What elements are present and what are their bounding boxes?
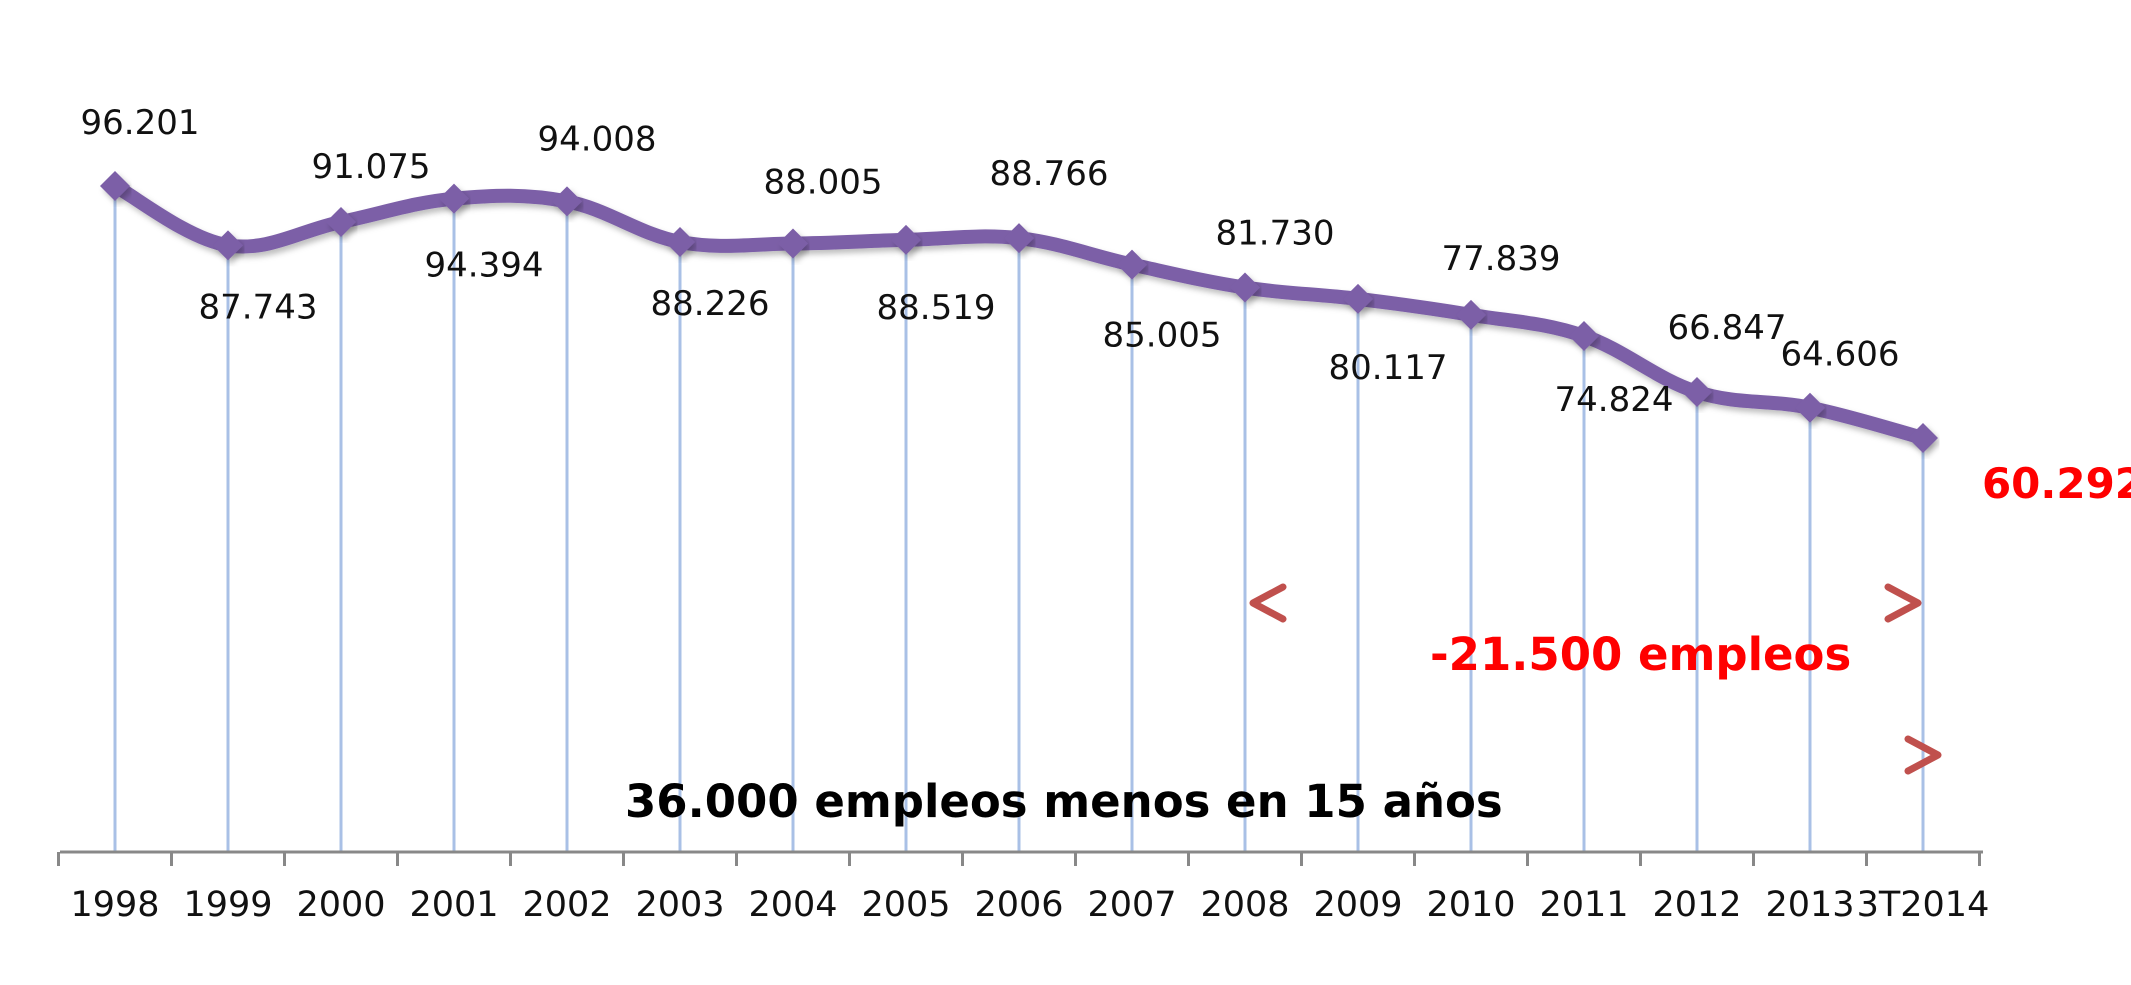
data-label-2011: 74.824 [1555,380,1674,420]
data-point-3t2014 [1908,423,1938,453]
x-tick-label-2007: 2007 [1087,885,1176,925]
x-tick-label-1999: 1999 [183,885,272,925]
drop-lines [113,186,1925,852]
range-1998-2014-label: 36.000 empleos menos en 15 años [625,775,1503,828]
range-arrow-2008-2014 [1249,583,1922,623]
x-tick-labels: 1998 1999 2000 2001 2002 2003 2004 2005 2006 2007… [70,885,1989,925]
x-axis [57,850,1983,866]
data-label-2001: 94.394 [425,246,544,286]
data-point-2007 [1117,249,1147,280]
data-label-2004: 88.005 [764,163,883,203]
x-tick-label-2013: 2013 [1765,885,1854,925]
data-point-2008 [1230,272,1260,303]
x-tick-label-3t2014: 3T2014 [1857,885,1990,925]
x-tick-label-2012: 2012 [1652,885,1741,925]
data-label-2012: 66.847 [1668,308,1787,348]
data-label-3t2014: 60.292 [1982,459,2131,508]
range-2008-2014-label: -21.500 empleos [1430,628,1851,681]
data-label-2002: 94.008 [538,119,657,159]
data-label-2013: 64.606 [1781,335,1900,375]
data-point-2013 [1795,392,1825,423]
x-tick-label-2001: 2001 [409,885,498,925]
data-point-2009 [1343,283,1373,314]
x-tick-label-2002: 2002 [522,885,611,925]
data-label-2010: 77.839 [1442,239,1561,279]
x-tick-label-2005: 2005 [861,885,950,925]
x-tick-label-2008: 2008 [1200,885,1289,925]
data-point-2004 [778,228,808,259]
data-label-1999: 87.743 [199,287,318,327]
data-point-2002 [552,186,582,217]
data-point-2006 [1004,223,1034,254]
range-arrow-2008-2014-left-head [1249,583,1287,623]
range-arrow-1998-2014 [108,735,1942,775]
x-tick-label-2003: 2003 [635,885,724,925]
data-label-2008: 81.730 [1216,214,1335,254]
data-label-2009: 80.117 [1329,348,1448,388]
data-label-2005: 88.519 [877,288,996,328]
data-point-2010 [1456,299,1486,330]
range-arrow-2008-2014-right-head [1884,583,1922,623]
x-tick-label-2004: 2004 [748,885,837,925]
x-tick-label-2006: 2006 [974,885,1063,925]
data-point-2012 [1682,376,1712,407]
data-label-2006: 88.766 [990,154,1109,194]
data-point-1999 [213,230,243,261]
x-tick-label-2011: 2011 [1539,885,1628,925]
data-label-2007: 85.005 [1103,316,1222,356]
x-tick-label-2000: 2000 [296,885,385,925]
data-point-2005 [891,224,921,255]
x-tick-label-2010: 2010 [1426,885,1515,925]
data-label-2003: 88.226 [651,284,770,324]
data-label-1998: 96.201 [81,103,200,143]
data-point-1998 [100,171,130,201]
series-employment [100,171,1938,453]
data-point-2003 [665,226,695,257]
x-tick-label-1998: 1998 [70,885,159,925]
x-tick-label-2009: 2009 [1313,885,1402,925]
data-point-2001 [439,183,469,214]
data-label-2000: 91.075 [312,147,431,187]
data-point-2011 [1569,321,1599,352]
data-point-2000 [326,206,356,237]
data-labels: 96.201 87.743 91.075 94.394 94.008 88.226 88.0… [81,103,2131,508]
range-arrow-1998-2014-head [1904,735,1942,775]
